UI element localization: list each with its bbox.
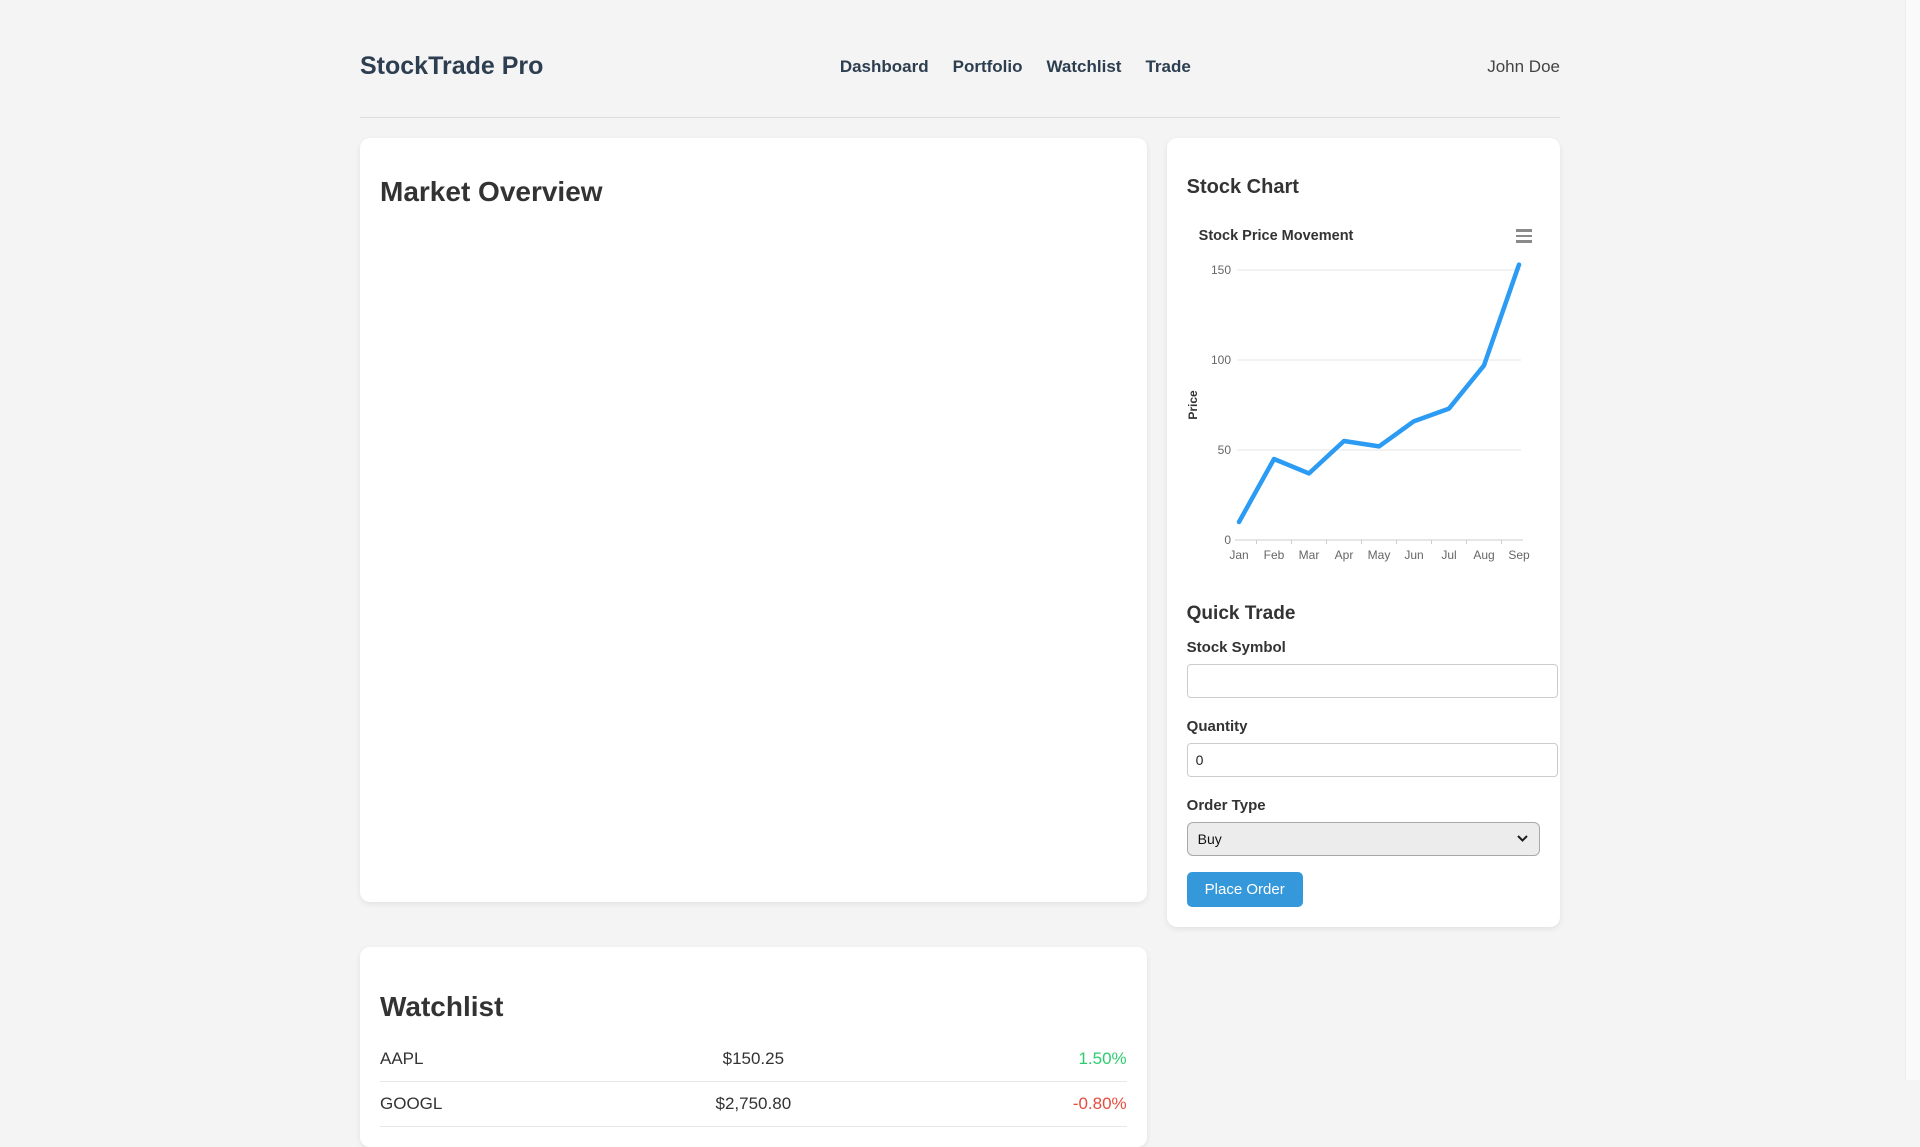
- watchlist-change-0: 1.50%: [878, 1049, 1127, 1069]
- chart-title: Stock Price Movement: [1199, 228, 1354, 244]
- watchlist-change-1: -0.80%: [878, 1094, 1127, 1114]
- chart-header: Stock Price Movement: [1199, 225, 1534, 247]
- main-nav: Dashboard Portfolio Watchlist Trade: [840, 57, 1191, 77]
- nav-trade[interactable]: Trade: [1145, 57, 1190, 77]
- watchlist-symbol: GOOGL: [380, 1094, 629, 1114]
- order-type-label: Order Type: [1187, 797, 1540, 814]
- page-container: StockTrade Pro Dashboard Portfolio Watch…: [360, 0, 1560, 1147]
- stock-line-chart: 0 50 100 150 Jan Feb Mar Apr May Jun Jul Aug Sep Pric…: [1187, 255, 1540, 575]
- svg-text:Sep: Sep: [1508, 548, 1530, 562]
- svg-text:Jun: Jun: [1404, 548, 1423, 562]
- svg-text:Aug: Aug: [1473, 548, 1494, 562]
- svg-text:Jan: Jan: [1229, 548, 1248, 562]
- nav-watchlist[interactable]: Watchlist: [1047, 57, 1122, 77]
- place-order-button[interactable]: Place Order: [1187, 872, 1303, 907]
- watchlist-title: Watchlist: [380, 991, 1127, 1023]
- watchlist-row: GOOGL $2,750.80 -0.80%: [380, 1082, 1127, 1127]
- user-name: John Doe: [1487, 57, 1560, 77]
- svg-text:50: 50: [1217, 443, 1231, 457]
- top-header: StockTrade Pro Dashboard Portfolio Watch…: [360, 0, 1560, 118]
- quantity-label: Quantity: [1187, 718, 1540, 735]
- nav-dashboard[interactable]: Dashboard: [840, 57, 929, 77]
- svg-text:150: 150: [1211, 263, 1231, 277]
- stock-chart-card: Stock Chart Stock Price Movement 0 50 100 1…: [1167, 138, 1560, 927]
- svg-text:Price: Price: [1187, 389, 1200, 419]
- svg-text:0: 0: [1224, 533, 1231, 547]
- order-type-select-wrap: Buy: [1187, 822, 1540, 856]
- watchlist-price: $150.25: [629, 1049, 878, 1069]
- quantity-input[interactable]: [1187, 743, 1558, 777]
- nav-portfolio[interactable]: Portfolio: [953, 57, 1023, 77]
- main-grid: Market Overview Stock Chart Stock Price …: [360, 138, 1560, 1147]
- stock-symbol-label: Stock Symbol: [1187, 639, 1540, 656]
- svg-text:May: May: [1367, 548, 1390, 562]
- stock-symbol-input[interactable]: [1187, 664, 1558, 698]
- svg-text:100: 100: [1211, 353, 1231, 367]
- hamburger-menu-icon[interactable]: [1514, 225, 1534, 247]
- watchlist-row: AAPL $150.25 1.50%: [380, 1037, 1127, 1082]
- app-title: StockTrade Pro: [360, 52, 543, 81]
- order-type-select[interactable]: Buy: [1187, 822, 1540, 856]
- watchlist-card: Watchlist AAPL $150.25 1.50% GOOGL $2,75…: [360, 947, 1147, 1147]
- svg-text:Feb: Feb: [1263, 548, 1284, 562]
- scrollbar[interactable]: [1905, 0, 1920, 1080]
- watchlist-symbol: AAPL: [380, 1049, 629, 1069]
- market-overview-card: Market Overview: [360, 138, 1147, 902]
- svg-text:Mar: Mar: [1298, 548, 1319, 562]
- stock-chart-title: Stock Chart: [1187, 176, 1540, 199]
- svg-text:Apr: Apr: [1334, 548, 1353, 562]
- watchlist-price: $2,750.80: [629, 1094, 878, 1114]
- market-overview-title: Market Overview: [380, 176, 1127, 208]
- svg-text:Jul: Jul: [1441, 548, 1456, 562]
- market-overview-chart-placeholder: [380, 226, 1127, 882]
- quick-trade-title: Quick Trade: [1187, 603, 1540, 625]
